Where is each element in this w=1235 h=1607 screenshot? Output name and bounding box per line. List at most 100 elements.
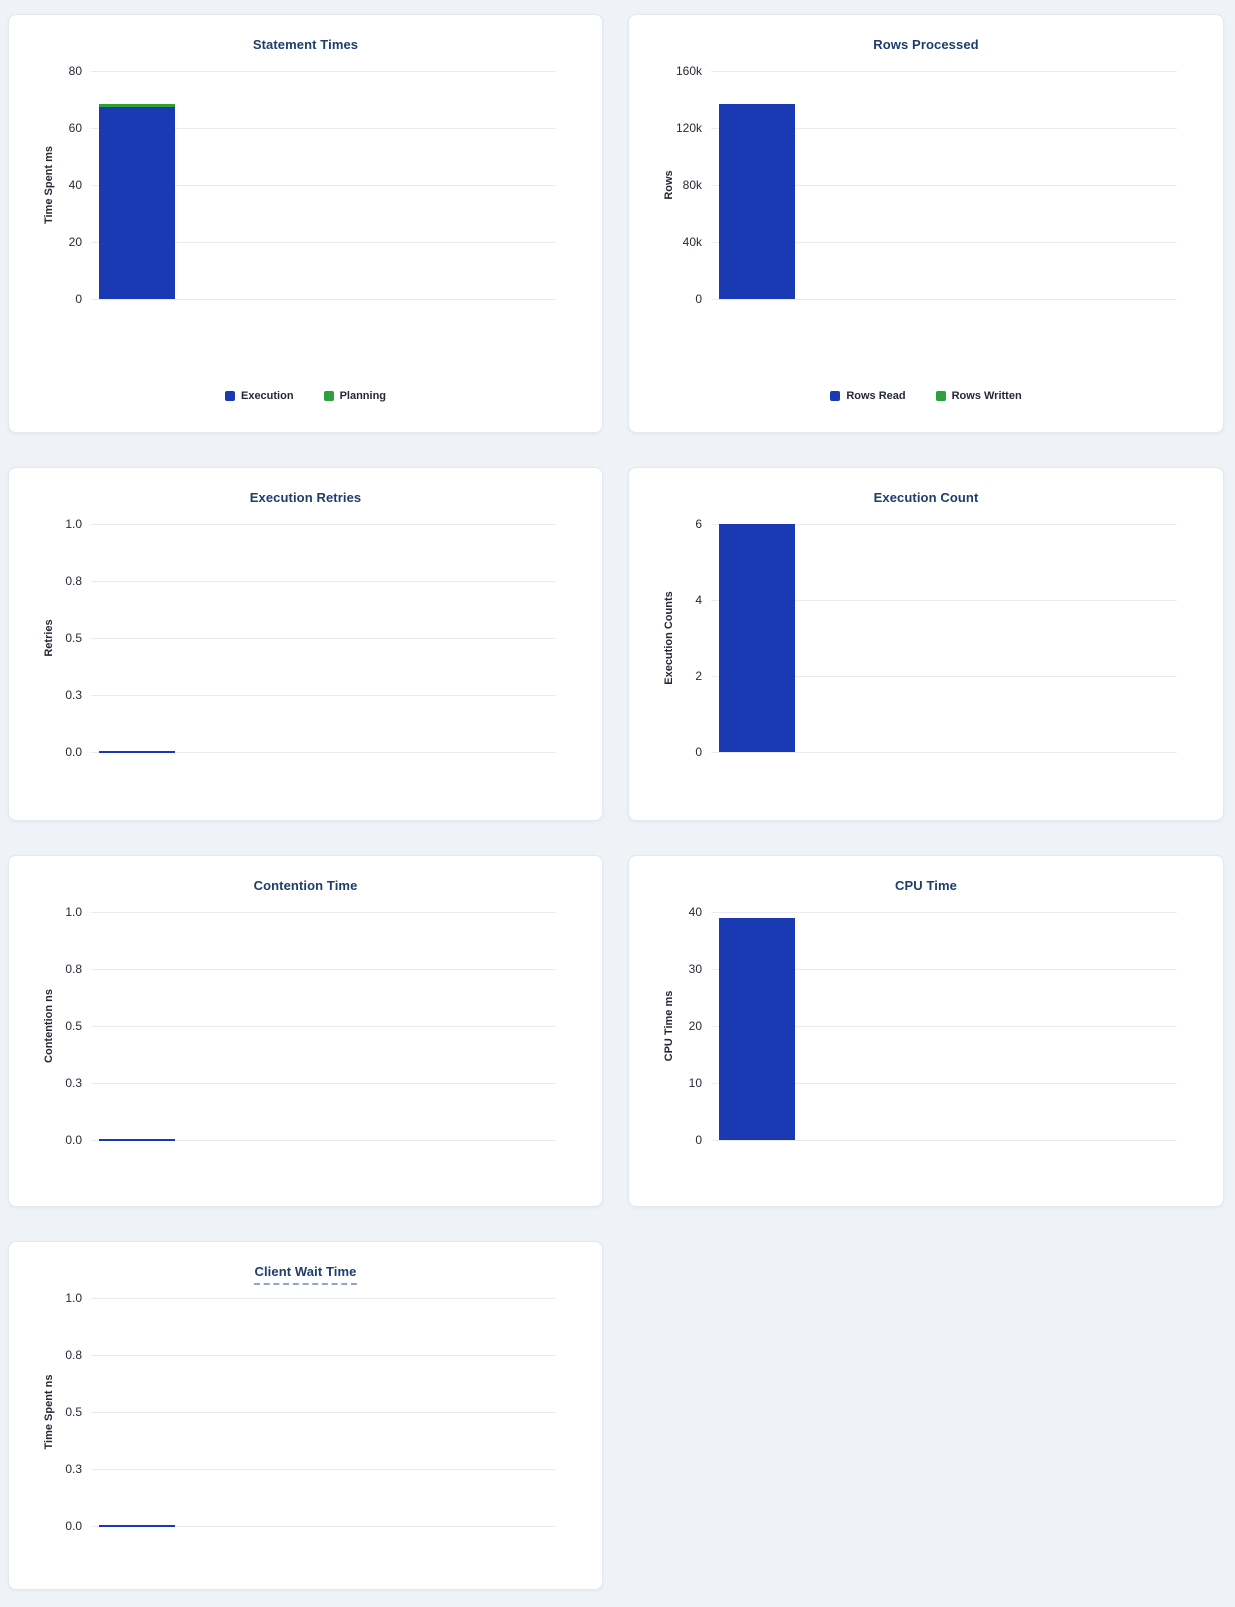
bar-segment-execution (99, 106, 175, 299)
gridline (711, 969, 1177, 970)
y-tick-label: 1.0 (65, 517, 82, 531)
legend-item: Rows Read (830, 390, 906, 402)
y-tick-label: 1.0 (65, 1291, 82, 1305)
zero-value-line (99, 1525, 175, 1527)
plot-area: 160k 120k 80k 40k 0 (676, 65, 1177, 305)
gridline (91, 1083, 556, 1084)
gridline (91, 242, 556, 243)
gridline (91, 185, 556, 186)
y-tick-label: 0.5 (65, 631, 82, 645)
gridline (91, 1469, 556, 1470)
y-tick-label: 2 (695, 669, 702, 683)
chart-title-text: Execution Retries (249, 490, 362, 505)
plot-area: 80 60 40 20 0 (69, 65, 556, 305)
gridline (91, 1026, 556, 1027)
plot-area: 1.0 0.8 0.5 0.3 0.0 (65, 518, 556, 758)
gridline (91, 969, 556, 970)
gridline (91, 1140, 556, 1141)
gridline (711, 299, 1177, 300)
chart-card-cpu-time: CPU Time CPU Time ms 40 30 20 10 0 (628, 855, 1224, 1207)
bar (99, 104, 175, 299)
gridline (711, 242, 1177, 243)
chart-card-rows-processed: Rows Processed Rows 160k 120k 80k 40k 0 Rows Re… (628, 14, 1224, 433)
y-tick-label: 0 (75, 292, 82, 306)
legend-label: Execution (240, 390, 294, 402)
y-tick-label: 0.3 (65, 1462, 82, 1476)
gridline (91, 71, 556, 72)
gridline (711, 600, 1177, 601)
chart-title: Statement Times (9, 37, 602, 52)
gridline (91, 524, 556, 525)
plot-area: 40 30 20 10 0 (689, 906, 1177, 1146)
gridline (711, 912, 1177, 913)
gridline (711, 128, 1177, 129)
gridline (711, 1083, 1177, 1084)
gridline (91, 695, 556, 696)
gridline (91, 581, 556, 582)
chart-title: Contention Time (9, 878, 602, 893)
chart-title: Execution Retries (9, 490, 602, 505)
chart-title: Client Wait Time (9, 1264, 602, 1285)
gridline (711, 524, 1177, 525)
y-tick-label: 0 (695, 292, 702, 306)
legend-label: Planning (339, 390, 387, 402)
zero-value-line (99, 751, 175, 753)
gridline (711, 676, 1177, 677)
legend: Rows Read Rows Written (629, 390, 1223, 402)
gridline (711, 752, 1177, 753)
zero-value-line (99, 1139, 175, 1141)
plot-area: 1.0 0.8 0.5 0.3 0.0 (65, 906, 556, 1146)
y-tick-label: 4 (695, 593, 702, 607)
legend: Execution Planning (9, 390, 602, 402)
chart-title-text: Execution Count (873, 490, 979, 505)
chart-title: Rows Processed (629, 37, 1223, 52)
bar (719, 917, 795, 1140)
gridline (91, 912, 556, 913)
bar-segment-rows-read (719, 103, 795, 299)
y-tick-label: 0.0 (65, 745, 82, 759)
y-tick-label: 40 (68, 178, 82, 192)
chart-title-text[interactable]: Client Wait Time (254, 1264, 357, 1285)
gridline (711, 1026, 1177, 1027)
legend-label: Rows Written (951, 390, 1022, 402)
y-tick-label: 0.0 (65, 1519, 82, 1533)
y-tick-label: 60 (68, 121, 82, 135)
bar (719, 524, 795, 752)
y-tick-label: 0.3 (65, 688, 82, 702)
y-tick-label: 1.0 (65, 905, 82, 919)
y-tick-label: 0.8 (65, 1348, 82, 1362)
y-tick-label: 6 (695, 517, 702, 531)
y-tick-label: 0.5 (65, 1405, 82, 1419)
chart-title-text: Statement Times (252, 37, 359, 52)
gridline (91, 299, 556, 300)
chart-card-contention-time: Contention Time Contention ns 1.0 0.8 0.5 0.3… (8, 855, 603, 1207)
y-tick-label: 40k (682, 235, 702, 249)
legend-item: Planning (323, 390, 387, 402)
y-tick-label: 0.8 (65, 962, 82, 976)
y-tick-label: 80 (68, 64, 82, 78)
plot-area: 6 4 2 0 (695, 518, 1177, 758)
y-tick-label: 0 (695, 745, 702, 759)
y-tick-label: 30 (688, 962, 702, 976)
gridline (91, 1355, 556, 1356)
bar-segment-execution-count (719, 524, 795, 752)
gridline (711, 71, 1177, 72)
gridline (91, 128, 556, 129)
gridline (711, 1140, 1177, 1141)
y-tick-label: 10 (688, 1076, 702, 1090)
chart-title: Execution Count (629, 490, 1223, 505)
legend-item: Execution (224, 390, 294, 402)
y-tick-label: 0 (695, 1133, 702, 1147)
chart-title-text: Rows Processed (873, 37, 979, 52)
gridline (711, 185, 1177, 186)
bar-segment-planning (99, 104, 175, 107)
legend-swatch-rows-written (935, 391, 946, 401)
legend-item: Rows Written (935, 390, 1022, 402)
chart-card-statement-times: Statement Times Time Spent ms 80 60 40 20 0 Exe… (8, 14, 603, 433)
bar (719, 103, 795, 299)
y-tick-label: 0.5 (65, 1019, 82, 1033)
bar-segment-cpu-time (719, 917, 795, 1140)
y-tick-label: 0.8 (65, 574, 82, 588)
chart-card-client-wait-time: Client Wait Time Time Spent ns 1.0 0.8 0.5 0.… (8, 1241, 603, 1590)
y-tick-label: 20 (68, 235, 82, 249)
